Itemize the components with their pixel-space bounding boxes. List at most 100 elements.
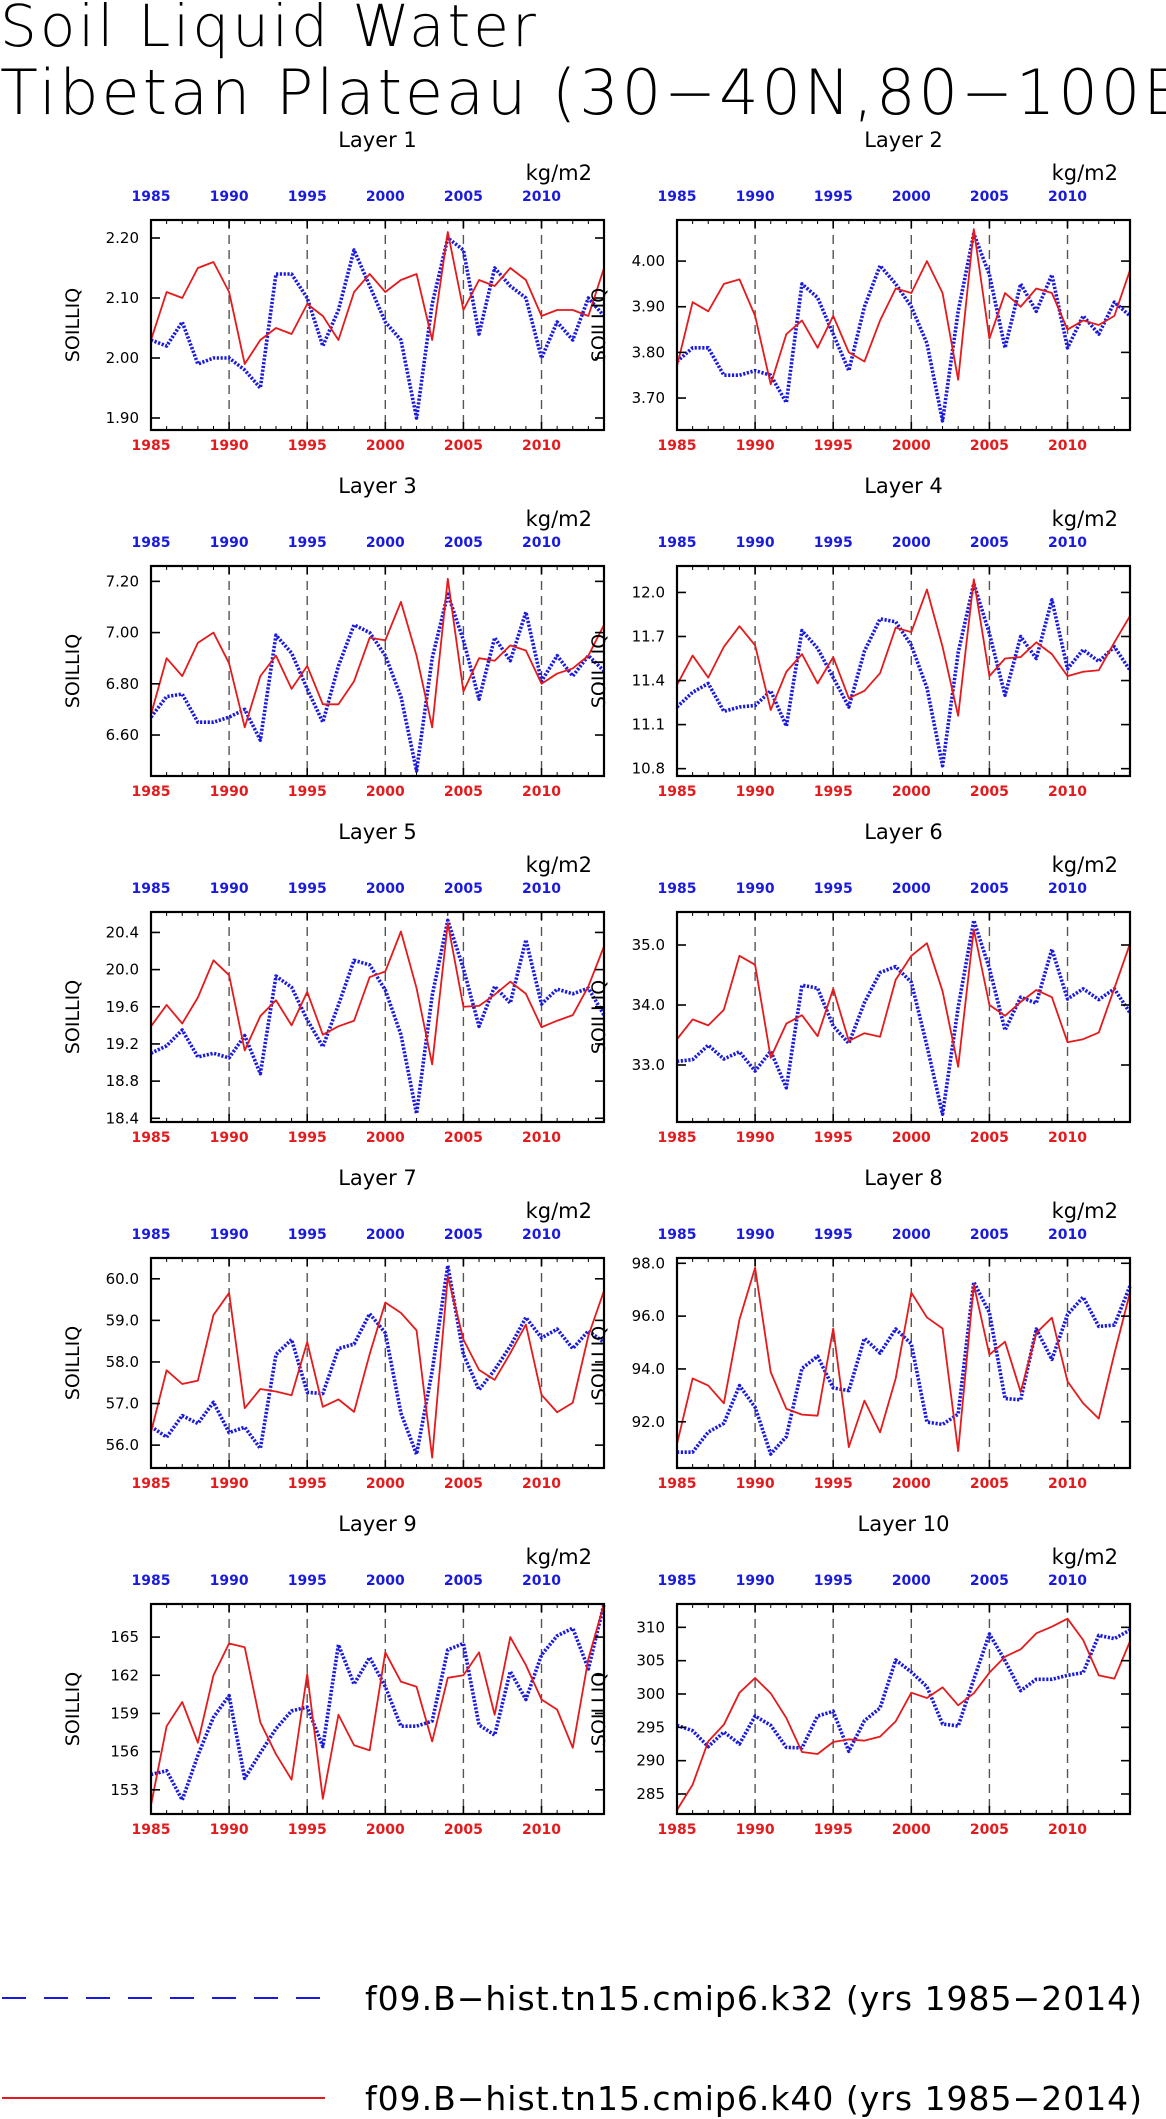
- legend: f09.B−hist.tn15.cmip6.k32 (yrs 1985−2014…: [2, 1979, 1142, 2118]
- panel-4: 1985 1985 1990 1990 1995 1995 2000 2000 2005 2005…: [588, 474, 1132, 800]
- x-tick-label-bottom: 1990: [210, 784, 249, 800]
- y-tick-label: 3.80: [632, 343, 665, 361]
- y-tick-label: 59.0: [106, 1311, 139, 1329]
- x-tick-label-bottom: 1985: [658, 784, 697, 800]
- x-tick-label-top: 1985: [132, 1227, 171, 1243]
- x-tick-label-top: 2010: [522, 189, 561, 205]
- x-tick-label-bottom: 2000: [892, 1130, 931, 1146]
- panel-title: Layer 9: [338, 1512, 417, 1536]
- series-line-k40: [150, 577, 605, 729]
- x-tick-label-top: 2000: [892, 1227, 931, 1243]
- panel-9: 1985 1985 1990 1990 1995 1995 2000 2000 2005 2005…: [62, 1512, 606, 1838]
- x-tick-label-top: 2000: [366, 1227, 405, 1243]
- x-tick-label-top: 2005: [444, 1573, 483, 1589]
- x-tick-label-bottom: 1990: [210, 1822, 249, 1838]
- series-line-k40: [676, 228, 1131, 386]
- y-tick-label: 57.0: [106, 1395, 139, 1413]
- x-tick-label-bottom: 1995: [288, 1130, 327, 1146]
- units-label: kg/m2: [1052, 1199, 1118, 1223]
- x-tick-label-top: 2010: [1048, 189, 1087, 205]
- x-tick-label-top: 2005: [444, 881, 483, 897]
- y-tick-label: 94.0: [632, 1360, 665, 1378]
- y-tick-label: 285: [636, 1785, 665, 1803]
- y-tick-label: 295: [636, 1718, 665, 1736]
- x-tick-label-bottom: 2010: [1048, 1822, 1087, 1838]
- x-tick-label-top: 2005: [444, 535, 483, 551]
- series-line-k40: [150, 1603, 605, 1806]
- x-tick-label-top: 1995: [814, 1573, 853, 1589]
- y-tick-label: 310: [636, 1618, 665, 1636]
- x-tick-label-top: 2000: [892, 535, 931, 551]
- x-tick-label-top: 2005: [970, 881, 1009, 897]
- series-line-k32: [150, 1603, 606, 1802]
- series-line-k32: [149, 1263, 606, 1457]
- series-line-k32: [150, 236, 606, 420]
- x-tick-label-bottom: 2005: [970, 438, 1009, 454]
- units-label: kg/m2: [526, 1199, 592, 1223]
- y-tick-label: 300: [636, 1685, 665, 1703]
- y-tick-label: 156: [110, 1743, 139, 1761]
- series-line-k40: [676, 1617, 1131, 1811]
- y-tick-label: 60.0: [106, 1270, 139, 1288]
- series-line-k32: [675, 231, 1132, 423]
- x-tick-label-top: 1990: [210, 1227, 249, 1243]
- y-tick-label: 2.10: [106, 289, 139, 307]
- y-tick-label: 162: [110, 1666, 139, 1684]
- x-tick-label-top: 1990: [736, 1227, 775, 1243]
- x-tick-label-top: 1995: [288, 535, 327, 551]
- x-tick-label-bottom: 2000: [366, 784, 405, 800]
- y-tick-label: 20.4: [106, 923, 139, 941]
- units-label: kg/m2: [1052, 161, 1118, 185]
- series-line-k32: [676, 918, 1132, 1116]
- y-tick-label: 3.70: [632, 389, 665, 407]
- series-line-k32: [676, 1628, 1131, 1754]
- plot-frame: [149, 564, 606, 778]
- legend-item-1: f09.B−hist.tn15.cmip6.k32 (yrs 1985−2014…: [2, 1979, 1142, 2018]
- x-tick-label-top: 1985: [132, 1573, 171, 1589]
- panel-title: Layer 2: [864, 128, 943, 152]
- x-tick-label-bottom: 2000: [366, 1476, 405, 1492]
- x-tick-label-bottom: 1995: [814, 784, 853, 800]
- x-tick-label-top: 2005: [970, 1227, 1009, 1243]
- x-tick-label-top: 1995: [288, 881, 327, 897]
- y-tick-label: 7.00: [106, 624, 139, 642]
- y-tick-label: 18.8: [106, 1072, 139, 1090]
- x-tick-label-bottom: 1995: [288, 784, 327, 800]
- x-tick-label-bottom: 1995: [814, 1822, 853, 1838]
- y-tick-label: 153: [110, 1781, 139, 1799]
- y-axis-label: SOILLIQ: [62, 1326, 84, 1400]
- panel-title: Layer 4: [864, 474, 943, 498]
- x-tick-label-bottom: 2005: [444, 784, 483, 800]
- x-tick-label-bottom: 1985: [132, 784, 171, 800]
- x-tick-label-top: 1990: [736, 535, 775, 551]
- x-tick-label-bottom: 1985: [658, 1476, 697, 1492]
- x-tick-label-bottom: 1995: [288, 1822, 327, 1838]
- x-tick-label-top: 2005: [970, 189, 1009, 205]
- x-tick-label-bottom: 2005: [970, 1130, 1009, 1146]
- plot-frame: [675, 218, 1132, 432]
- x-tick-label-bottom: 1985: [658, 1130, 697, 1146]
- x-tick-label-top: 2000: [366, 1573, 405, 1589]
- x-tick-label-bottom: 2010: [522, 438, 561, 454]
- units-label: kg/m2: [1052, 853, 1118, 877]
- series-line-k32: [150, 918, 606, 1116]
- x-tick-label-top: 1985: [658, 1573, 697, 1589]
- x-tick-label-bottom: 2000: [892, 784, 931, 800]
- y-axis-label: SOILLIQ: [62, 980, 84, 1054]
- x-tick-label-bottom: 2010: [522, 1822, 561, 1838]
- x-tick-label-top: 1985: [658, 881, 697, 897]
- panel-5: 1985 1985 1990 1990 1995 1995 2000 2000 2005 2005…: [62, 820, 606, 1146]
- units-label: kg/m2: [526, 853, 592, 877]
- x-tick-label-top: 2000: [366, 189, 405, 205]
- plot-frame: [149, 1256, 606, 1470]
- x-tick-label-top: 1995: [814, 881, 853, 897]
- x-tick-label-top: 1990: [736, 189, 775, 205]
- x-tick-label-top: 1995: [288, 189, 327, 205]
- x-tick-label-bottom: 1990: [736, 438, 775, 454]
- x-tick-label-top: 1990: [736, 1573, 775, 1589]
- y-tick-label: 4.00: [632, 252, 665, 270]
- y-axis-label: SOILLIQ: [588, 980, 610, 1054]
- y-tick-label: 34.0: [632, 996, 665, 1014]
- units-label: kg/m2: [1052, 507, 1118, 531]
- y-tick-label: 11.1: [632, 716, 665, 734]
